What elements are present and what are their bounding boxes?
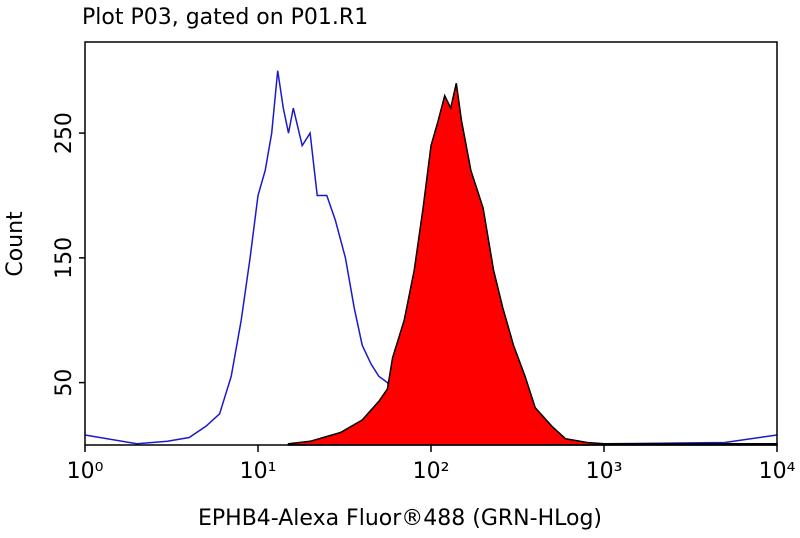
x-tick-label: 10³ <box>586 459 623 484</box>
y-tick-label: 250 <box>52 112 77 154</box>
x-tick-label: 10⁴ <box>759 459 796 484</box>
y-axis-label: Count <box>3 211 28 277</box>
y-tick-label: 50 <box>52 369 77 397</box>
plot-area <box>84 70 778 446</box>
x-tick-label: 10¹ <box>240 459 277 484</box>
chart-title: Plot P03, gated on P01.R1 <box>82 5 368 30</box>
x-tick-label: 10² <box>413 459 450 484</box>
x-tick-label: 10⁰ <box>67 459 104 484</box>
y-tick-label: 150 <box>52 237 77 279</box>
filled-histogram <box>287 83 778 446</box>
x-axis-label: EPHB4-Alexa Fluor®488 (GRN-HLog) <box>198 506 602 531</box>
